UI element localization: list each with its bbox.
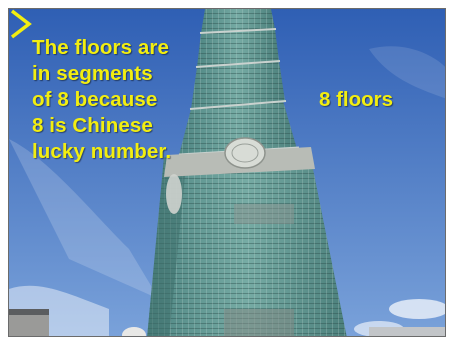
- segment-label: 8 floors: [319, 88, 394, 111]
- brace-icon: [10, 9, 32, 39]
- cloud: [389, 299, 445, 319]
- cloud: [369, 46, 445, 99]
- neighbour-building: [9, 314, 49, 336]
- tower: [147, 9, 347, 336]
- taipei-tower-photo: [9, 9, 445, 336]
- photo-caption: The floors are in segments of 8 because …: [32, 36, 172, 163]
- medallion: [224, 137, 266, 169]
- cloud: [9, 139, 159, 299]
- photo-frame: The floors are in segments of 8 because …: [8, 8, 446, 337]
